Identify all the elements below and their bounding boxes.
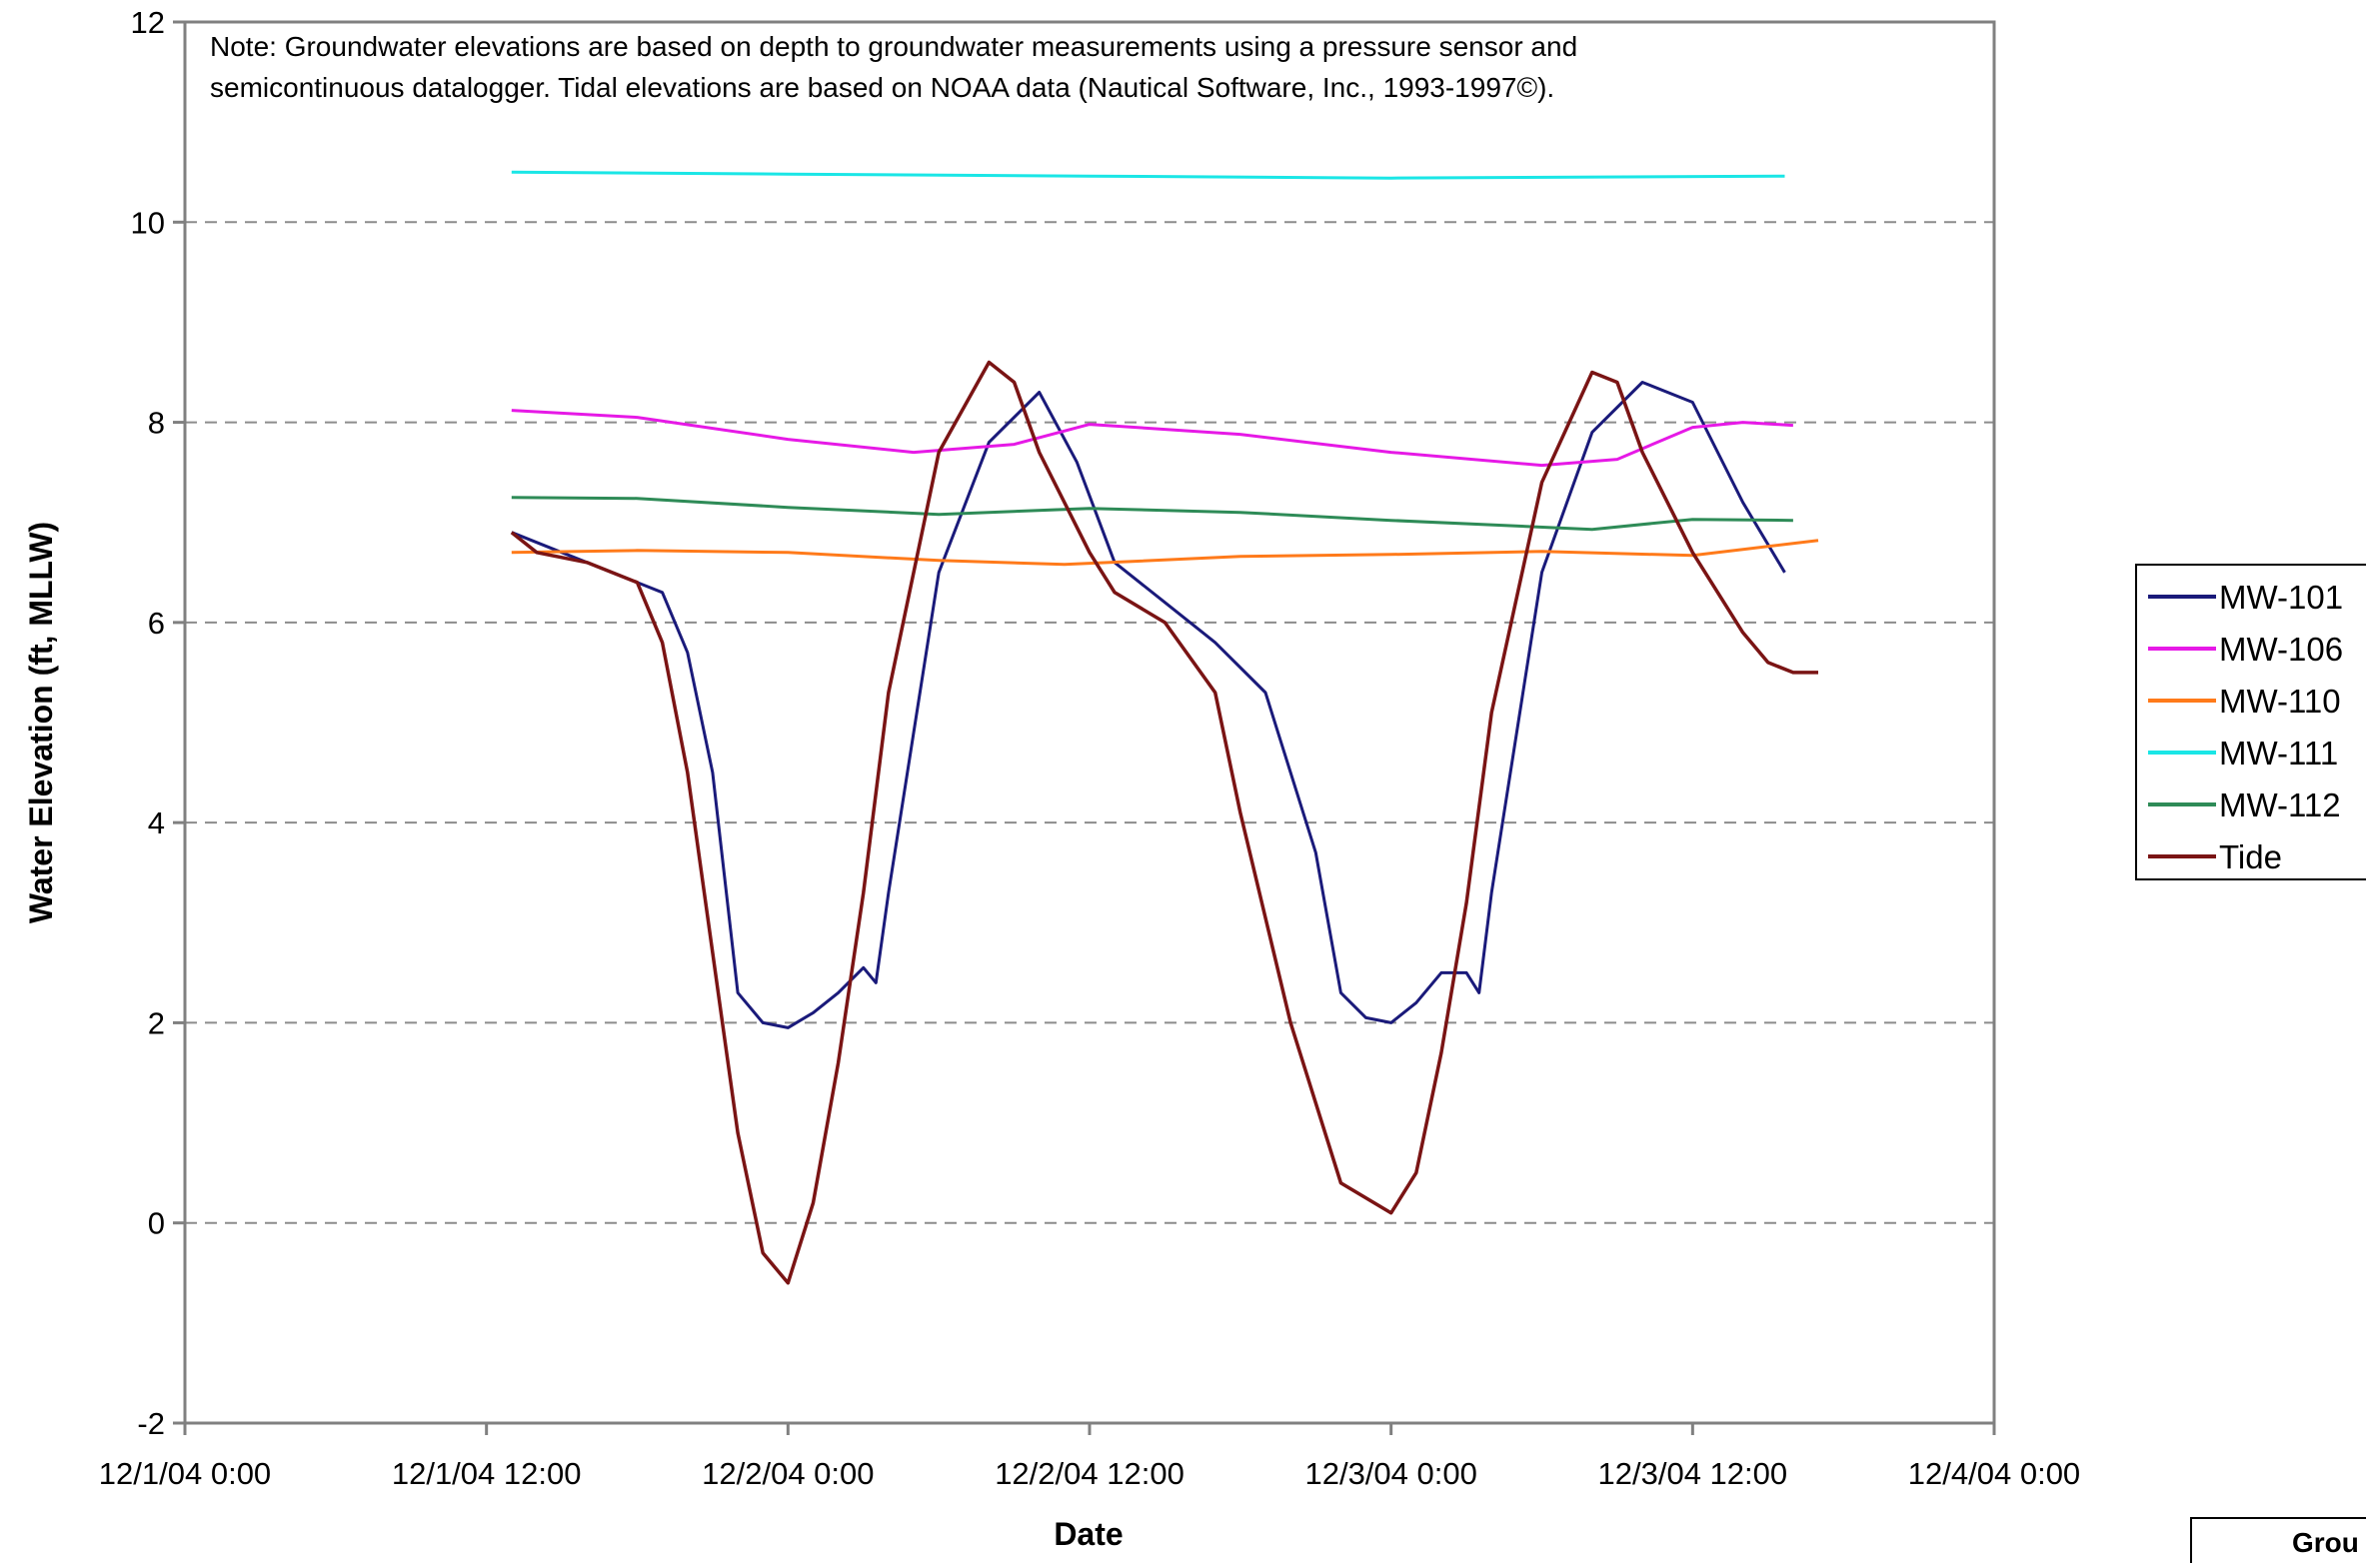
x-tick-label: 12/1/04 12:00 xyxy=(392,1456,582,1491)
note-line-2: semicontinuous datalogger. Tidal elevati… xyxy=(210,72,1554,103)
x-tick-label: 12/1/04 0:00 xyxy=(99,1456,271,1491)
legend-label: MW-111 xyxy=(2219,735,2338,772)
legend-label: MW-110 xyxy=(2219,683,2341,720)
series-line-mw-111 xyxy=(511,170,1785,180)
axes: -2 0 2 4 6 8 10 12 12/1/04 0:00 12/1/04 12:00 12/2… xyxy=(99,5,2080,1491)
legend-label: MW-112 xyxy=(2219,786,2341,823)
legend-label: MW-101 xyxy=(2219,579,2343,616)
legend-box xyxy=(2135,564,2366,880)
legend-label: Tide xyxy=(2219,838,2282,875)
series-line-mw-110 xyxy=(511,539,1819,567)
series-line-mw-106 xyxy=(511,409,1793,468)
x-tick-label: 12/3/04 12:00 xyxy=(1598,1456,1788,1491)
y-tick-label: 6 xyxy=(148,606,165,641)
series-line-mw-112 xyxy=(511,496,1793,532)
legend-label: MW-106 xyxy=(2219,631,2343,668)
y-tick-label: 4 xyxy=(148,805,165,840)
legend: MW-101 MW-106 MW-110 MW-111 MW-112 Tide xyxy=(2135,564,2366,880)
x-tick-label: 12/4/04 0:00 xyxy=(1908,1456,2080,1491)
y-axis-title: Water Elevation (ft, MLLW) xyxy=(23,522,59,923)
footer-text: Grou xyxy=(2292,1527,2359,1558)
note-line-1: Note: Groundwater elevations are based o… xyxy=(210,31,1577,62)
y-tick-label: 10 xyxy=(131,205,165,240)
y-tick-label: 2 xyxy=(148,1005,165,1040)
y-tick-label: -2 xyxy=(137,1406,165,1441)
series-line-tide xyxy=(510,360,1818,1285)
y-tick-label: 0 xyxy=(148,1206,165,1241)
gridlines xyxy=(185,221,1994,1224)
footer-box xyxy=(2190,1517,2366,1568)
y-tick-label: 8 xyxy=(148,406,165,441)
x-tick-label: 12/2/04 0:00 xyxy=(702,1456,874,1491)
x-tick-label: 12/3/04 0:00 xyxy=(1304,1456,1476,1491)
x-axis-title: Date xyxy=(1054,1516,1123,1552)
x-tick-label: 12/2/04 12:00 xyxy=(995,1456,1184,1491)
y-tick-label: 12 xyxy=(131,5,165,40)
series-lines xyxy=(510,170,1819,1285)
